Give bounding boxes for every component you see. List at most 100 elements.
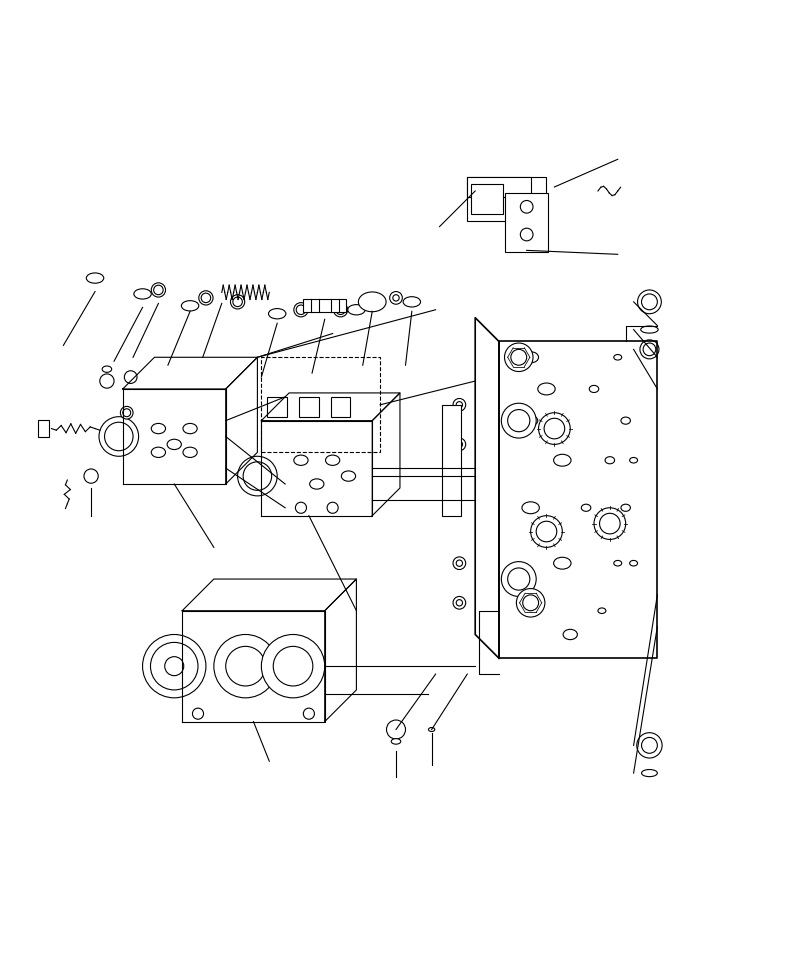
Bar xyxy=(505,193,549,253)
Circle shape xyxy=(386,720,406,739)
Circle shape xyxy=(544,418,565,439)
Circle shape xyxy=(154,286,163,294)
Ellipse shape xyxy=(605,457,615,464)
Circle shape xyxy=(230,294,245,309)
Circle shape xyxy=(99,416,139,456)
Circle shape xyxy=(123,408,131,416)
Bar xyxy=(467,177,531,197)
Circle shape xyxy=(643,343,656,355)
Circle shape xyxy=(453,399,466,411)
Circle shape xyxy=(295,502,307,513)
Circle shape xyxy=(214,634,277,698)
Circle shape xyxy=(536,521,557,542)
Circle shape xyxy=(511,349,527,365)
Ellipse shape xyxy=(348,305,365,315)
Circle shape xyxy=(151,283,166,297)
Circle shape xyxy=(637,733,662,758)
Bar xyxy=(299,397,318,416)
Circle shape xyxy=(456,402,463,408)
Circle shape xyxy=(143,634,206,698)
Circle shape xyxy=(100,374,114,388)
Ellipse shape xyxy=(614,560,622,566)
Ellipse shape xyxy=(403,296,421,307)
Ellipse shape xyxy=(642,770,657,776)
Circle shape xyxy=(226,647,265,686)
Circle shape xyxy=(520,200,533,213)
Ellipse shape xyxy=(268,309,286,318)
Circle shape xyxy=(531,516,562,547)
Circle shape xyxy=(333,303,348,317)
Ellipse shape xyxy=(326,455,340,466)
Circle shape xyxy=(600,513,620,534)
Ellipse shape xyxy=(524,606,537,615)
Bar xyxy=(303,299,346,312)
Circle shape xyxy=(294,303,308,317)
Circle shape xyxy=(393,294,399,301)
Ellipse shape xyxy=(563,629,577,640)
Bar xyxy=(471,184,503,214)
Ellipse shape xyxy=(167,439,181,449)
Circle shape xyxy=(192,709,204,719)
Circle shape xyxy=(238,456,277,496)
Circle shape xyxy=(501,404,536,439)
Circle shape xyxy=(520,228,533,241)
Circle shape xyxy=(273,647,313,686)
Ellipse shape xyxy=(134,288,151,299)
Circle shape xyxy=(261,634,325,698)
Circle shape xyxy=(638,290,661,314)
Ellipse shape xyxy=(522,501,539,514)
Circle shape xyxy=(453,557,466,569)
Ellipse shape xyxy=(630,458,638,463)
Circle shape xyxy=(456,560,463,566)
Ellipse shape xyxy=(102,366,112,373)
Circle shape xyxy=(124,371,137,383)
Circle shape xyxy=(327,502,338,513)
Circle shape xyxy=(120,407,133,419)
Ellipse shape xyxy=(589,385,599,393)
Circle shape xyxy=(508,568,530,590)
Ellipse shape xyxy=(523,351,539,363)
Circle shape xyxy=(201,293,211,303)
Circle shape xyxy=(303,709,314,719)
Ellipse shape xyxy=(554,558,571,569)
Bar xyxy=(261,357,380,452)
Bar xyxy=(331,397,350,416)
Circle shape xyxy=(508,409,530,432)
Ellipse shape xyxy=(183,447,197,458)
Bar xyxy=(38,420,49,438)
Circle shape xyxy=(453,596,466,609)
Ellipse shape xyxy=(358,292,386,312)
Ellipse shape xyxy=(641,326,658,333)
Circle shape xyxy=(539,412,570,444)
Circle shape xyxy=(456,599,463,606)
Circle shape xyxy=(516,589,545,617)
Circle shape xyxy=(105,422,133,451)
Ellipse shape xyxy=(391,739,401,744)
Circle shape xyxy=(501,561,536,596)
Circle shape xyxy=(243,462,272,491)
Ellipse shape xyxy=(428,728,435,732)
Ellipse shape xyxy=(621,504,630,511)
Circle shape xyxy=(453,439,466,451)
Ellipse shape xyxy=(181,301,199,311)
Circle shape xyxy=(640,340,659,359)
Ellipse shape xyxy=(621,417,630,424)
Ellipse shape xyxy=(310,479,324,489)
Circle shape xyxy=(296,305,306,315)
Circle shape xyxy=(199,290,213,305)
Ellipse shape xyxy=(151,423,166,434)
Ellipse shape xyxy=(294,455,308,466)
Circle shape xyxy=(233,297,242,307)
Ellipse shape xyxy=(614,354,622,360)
Circle shape xyxy=(642,294,657,310)
Circle shape xyxy=(594,508,626,539)
Ellipse shape xyxy=(524,415,538,426)
Bar xyxy=(267,397,287,416)
Circle shape xyxy=(505,343,533,372)
Bar xyxy=(441,405,461,516)
Ellipse shape xyxy=(581,504,591,511)
Circle shape xyxy=(523,595,539,611)
Circle shape xyxy=(165,656,184,676)
Circle shape xyxy=(390,291,402,304)
Ellipse shape xyxy=(538,383,555,395)
